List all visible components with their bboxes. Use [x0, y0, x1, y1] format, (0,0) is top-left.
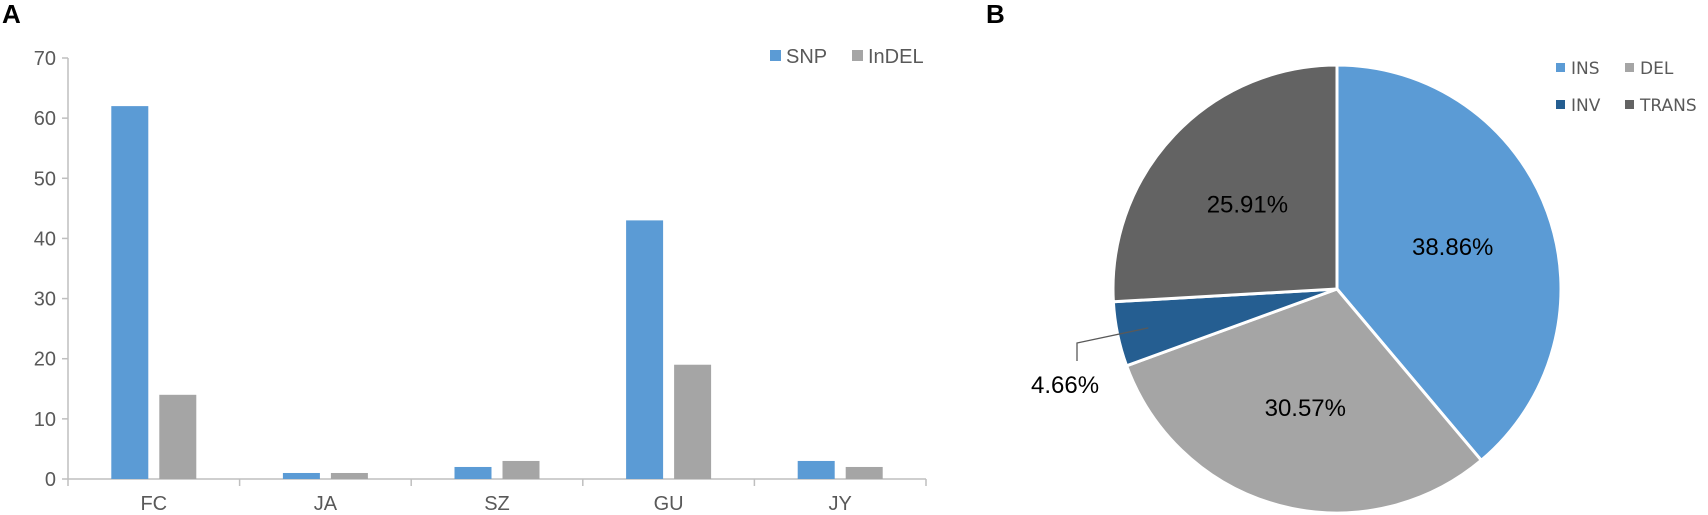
x-tick-label: FC: [140, 493, 167, 515]
legend-label-snp: SNP: [786, 46, 827, 68]
legend-swatch-inv: [1556, 100, 1565, 109]
bar-snp-ja: [282, 472, 320, 479]
pie-label-inv: 4.66%: [1031, 372, 1099, 399]
bar-indel-fc: [159, 394, 197, 479]
bar-snp-sz: [454, 466, 492, 479]
pie-slice-ins: [1335, 63, 1563, 462]
pie-labels: 38.86% 30.57% 4.66% 25.91%: [1031, 191, 1493, 422]
pie-label-del: 30.57%: [1265, 395, 1346, 422]
x-tick-label: JY: [829, 493, 852, 515]
x-tick-label: JA: [314, 493, 338, 515]
bar-snp-gu: [626, 220, 664, 479]
pie-slices: [1111, 63, 1563, 515]
pie-slice-trans: [1111, 63, 1339, 304]
bar-chart-bars: [111, 106, 883, 479]
bar-indel-gu: [674, 364, 712, 479]
bar-snp-fc: [111, 106, 149, 479]
y-tick-label: 40: [34, 228, 56, 250]
legend-label-del: DEL: [1640, 59, 1674, 79]
x-tick-label: GU: [654, 493, 684, 515]
bar-chart-axes: 0 10 20 30 40 50 60 70 FC JA SZ GU JY: [34, 48, 927, 515]
legend-swatch-ins: [1556, 63, 1565, 72]
x-tick-label: SZ: [484, 493, 510, 515]
legend-label-ins: INS: [1571, 59, 1600, 79]
legend-label-indel: InDEL: [868, 46, 924, 68]
y-tick-label: 30: [34, 289, 56, 311]
legend-label-inv: INV: [1571, 96, 1601, 116]
pie-label-ins: 38.86%: [1412, 234, 1493, 261]
legend-label-trans: TRANS: [1639, 96, 1697, 116]
y-tick-label: 10: [34, 409, 56, 431]
pie-leader-line-inv: [1076, 327, 1149, 361]
y-tick-label: 20: [34, 349, 56, 371]
pie-legend: INS DEL INV TRANS: [1556, 59, 1697, 116]
legend-swatch-trans: [1625, 100, 1634, 109]
bar-snp-jy: [797, 460, 835, 479]
pie-label-trans: 25.91%: [1207, 191, 1288, 218]
legend-swatch-snp: [770, 50, 781, 61]
bar-indel-jy: [845, 466, 883, 479]
y-tick-label: 0: [45, 469, 56, 491]
panel-label-a: A: [2, 0, 21, 29]
y-tick-label: 70: [34, 48, 56, 70]
legend-swatch-indel: [852, 50, 863, 61]
legend-swatch-del: [1625, 63, 1634, 72]
panel-label-b: B: [986, 0, 1005, 29]
bar-chart-panel: A 0 10 20 30 40 50 60 70 FC JA SZ GU JY SNP InDEL: [2, 0, 927, 515]
pie-chart-panel: B 38.86% 30.57% 4.66% 25.91% INS DEL INV TRANS: [986, 0, 1697, 515]
y-tick-label: 60: [34, 108, 56, 130]
bar-indel-ja: [330, 472, 368, 479]
pie-slice-del: [1125, 287, 1483, 515]
y-tick-label: 50: [34, 168, 56, 190]
bar-chart-legend: SNP InDEL: [770, 46, 924, 68]
bar-indel-sz: [502, 460, 540, 479]
